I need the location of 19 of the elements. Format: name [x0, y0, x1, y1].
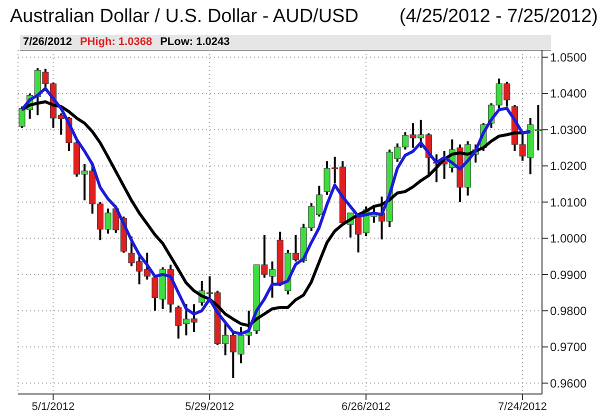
- y-tick-label: 1.0300: [550, 122, 588, 137]
- y-tick-label: 1.0200: [550, 159, 588, 174]
- y-tick-label: 0.9700: [550, 340, 588, 354]
- y-tick-label: 1.0000: [550, 232, 588, 246]
- y-tick-label: 1.0500: [550, 50, 588, 64]
- text: PLow: 1.0243: [160, 36, 230, 48]
- chart-subtitle: (4/25/2012 - 7/25/2012): [399, 6, 598, 28]
- x-tick-label: 5/1/2012: [32, 400, 75, 413]
- y-tick-label: 0.9800: [550, 304, 588, 318]
- x-tick-label: 5/29/2012: [185, 400, 234, 413]
- y-tick-label: 0.9600: [550, 376, 588, 390]
- y-tick-label: 1.0400: [550, 86, 588, 101]
- x-tick-label: 6/26/2012: [342, 400, 390, 413]
- text: PHigh: 1.0368: [80, 36, 152, 48]
- y-tick-label: 1.0100: [550, 195, 588, 210]
- chart-title: Australian Dollar / U.S. Dollar - AUD/USD: [10, 6, 358, 28]
- x-tick-label: 7/24/2012: [498, 400, 547, 413]
- text: 7/26/2012: [23, 36, 72, 48]
- y-tick-label: 0.9900: [550, 268, 588, 282]
